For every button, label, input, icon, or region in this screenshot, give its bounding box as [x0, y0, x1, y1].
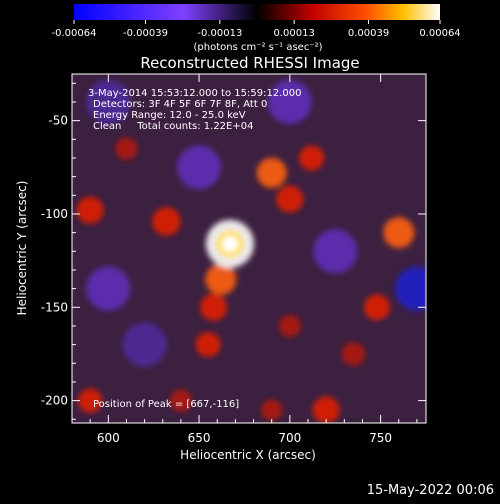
annotation-detectors: Detectors: 3F 4F 5F 6F 7F 8F, Att 0	[93, 99, 267, 110]
heatmap-negative-region	[267, 79, 312, 124]
heatmap-negative-region	[177, 145, 222, 190]
heatmap-source	[76, 196, 104, 224]
colorbar-unit-label: (photons cm⁻² s⁻¹ asec⁻²)	[193, 42, 322, 53]
heatmap-source	[115, 137, 138, 160]
heatmap-source	[299, 145, 325, 171]
heatmap-source	[276, 185, 304, 213]
y-tick-label: -100	[41, 207, 68, 221]
axis-ticks: 600 650 700 750 -50 -100 -150 -200	[41, 74, 426, 445]
heatmap-negative-region	[122, 322, 167, 367]
heatmap-source	[312, 396, 340, 423]
plot-frame	[71, 73, 427, 424]
colorbar-tick-label: -0.00039	[123, 28, 168, 39]
heatmap-source	[383, 217, 415, 249]
x-tick-label: 600	[97, 431, 120, 445]
annotation-clean: Clean Total counts: 1.22E+04	[93, 121, 253, 132]
heatmap-source	[78, 388, 103, 413]
heatmap-negative-region	[394, 266, 426, 311]
heatmap-blobs	[76, 79, 426, 423]
heatmap-image	[72, 74, 426, 423]
colorbar-ticks: -0.00064 -0.00039 -0.00013 0.00013 0.00039 0.…	[52, 20, 461, 39]
y-tick-label: -50	[48, 114, 68, 128]
heatmap-source	[341, 342, 366, 366]
heatmap-source	[363, 294, 390, 321]
x-axis-label: Heliocentric X (arcsec)	[180, 448, 316, 462]
heatmap-source	[278, 314, 301, 337]
x-tick-label: 750	[369, 431, 392, 445]
heatmap-source	[152, 207, 181, 236]
x-tick-label: 700	[278, 431, 301, 445]
heatmap-peak	[221, 235, 238, 252]
timestamp: 15-May-2022 00:06	[366, 483, 494, 498]
annotation-peak: Position of Peak = [667,-116]	[93, 399, 239, 410]
heatmap-source	[205, 263, 237, 295]
heatmap-source	[200, 293, 228, 321]
y-axis-label: Heliocentric Y (arcsec)	[15, 181, 29, 316]
colorbar-gradient	[74, 4, 440, 20]
colorbar: -0.00064 -0.00039 -0.00013 0.00013 0.00039 0.…	[52, 4, 461, 53]
heatmap-source	[256, 157, 287, 188]
heatmap-negative-region	[86, 266, 131, 311]
heatmap-source	[261, 399, 283, 421]
annotation-time: 3-May-2014 15:53:12.000 to 15:59:12.000	[88, 88, 301, 99]
heatmap-source	[195, 332, 221, 358]
colorbar-tick-label: 0.00039	[348, 28, 389, 39]
heatmap-source	[169, 389, 192, 412]
colorbar-tick-label: -0.00064	[52, 28, 97, 39]
heatmap-negative-region	[313, 229, 358, 274]
chart-title: Reconstructed RHESSI Image	[140, 54, 359, 72]
y-tick-label: -150	[41, 300, 68, 314]
colorbar-tick-label: 0.00064	[419, 28, 460, 39]
heatmap-negative-region	[86, 79, 131, 124]
annotation-energy: Energy Range: 12.0 - 25.0 keV	[93, 110, 246, 121]
y-tick-label: -200	[41, 394, 68, 408]
colorbar-tick-label: 0.00013	[273, 28, 314, 39]
x-tick-label: 650	[188, 431, 211, 445]
annotations: 3-May-2014 15:53:12.000 to 15:59:12.000 …	[88, 88, 301, 410]
colorbar-tick-label: -0.00013	[197, 28, 242, 39]
